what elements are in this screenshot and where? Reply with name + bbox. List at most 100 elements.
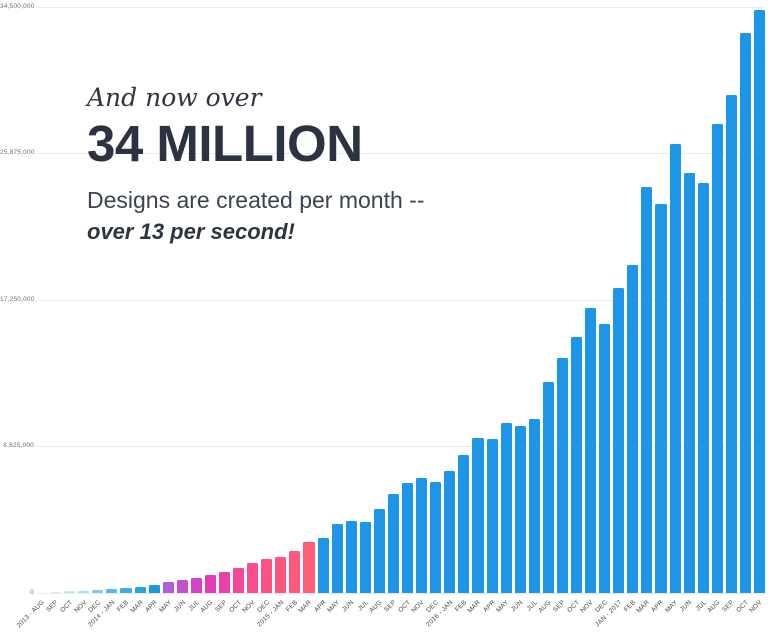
x-tick-label: OCT xyxy=(227,599,244,615)
bar-oct xyxy=(402,482,414,593)
y-tick-label: 8,625,000 xyxy=(3,442,34,449)
bar-aug xyxy=(204,575,217,593)
headline-description: Designs are created per month -- xyxy=(87,187,425,214)
bar-oct xyxy=(64,591,76,593)
gridline-layer xyxy=(36,0,765,632)
bar-oct xyxy=(739,33,751,593)
bar-nov xyxy=(753,9,766,593)
bar-nov xyxy=(416,478,428,593)
x-tick-cell: OCT xyxy=(59,597,75,631)
x-tick-label: JUL xyxy=(525,599,539,613)
x-tick-cell: AUG xyxy=(706,597,723,631)
x-tick-cell: OCT xyxy=(397,597,413,631)
x-tick-label: FEB xyxy=(453,599,469,614)
x-tick-cell: OCT xyxy=(735,597,751,631)
x-tick-cell: 2016 - JAN xyxy=(425,597,455,631)
bar-2016-jan xyxy=(444,471,456,593)
x-tick-cell: MAY xyxy=(496,597,512,631)
x-tick-label: JUN xyxy=(172,599,187,614)
x-tick-cell: APR xyxy=(482,597,498,631)
x-tick-label: OCT xyxy=(565,599,581,615)
bar-feb xyxy=(289,551,301,593)
y-tick-label: 25,875,000 xyxy=(0,149,35,156)
x-tick-cell: JUL xyxy=(187,597,202,631)
x-tick-label: APR xyxy=(481,599,497,614)
x-tick-cell: 2015 - JAN xyxy=(256,597,286,631)
x-tick-cell: APR xyxy=(144,597,160,631)
x-tick-cell: JUL xyxy=(694,597,709,631)
x-tick-cell: NOV xyxy=(749,597,765,631)
x-tick-cell: AUG xyxy=(537,597,554,631)
x-tick-label: MAY xyxy=(157,599,173,614)
bar-jul xyxy=(697,182,709,593)
gridline xyxy=(36,299,765,301)
bar-sep xyxy=(50,591,62,593)
x-tick-label: FEB xyxy=(622,599,638,614)
x-tick-cell: OCT xyxy=(228,597,244,631)
x-tick-label: APR xyxy=(312,599,328,614)
x-tick-cell: MAY xyxy=(158,597,174,631)
x-tick-cell: APR xyxy=(313,597,329,631)
headline-rate: over 13 per second! xyxy=(87,219,295,245)
x-tick-cell: SEP xyxy=(45,597,61,631)
bar-apr xyxy=(148,585,160,593)
bar-may xyxy=(669,143,681,593)
y-tick-label: 17,250,000 xyxy=(0,295,35,303)
x-tick-label: SEP xyxy=(721,599,736,614)
bar-2014-jan xyxy=(106,588,118,593)
x-axis-tick-labels: 2013 - AUG SEP OCT NOV DEC 2014 - JAN FEB MAR AP… xyxy=(16,597,765,631)
bar-sep xyxy=(387,493,400,593)
x-tick-label: JUL xyxy=(694,599,708,613)
x-tick-label: SEP xyxy=(45,599,61,614)
x-tick-cell: JUN xyxy=(341,597,357,631)
bar-sep xyxy=(219,571,231,593)
x-tick-label: OCT xyxy=(734,599,750,615)
x-tick-cell: MAR xyxy=(636,597,652,631)
x-tick-cell: JUN xyxy=(510,597,526,631)
bar-oct xyxy=(570,337,583,593)
bar-jun xyxy=(345,520,357,593)
x-tick-cell: OCT xyxy=(566,597,582,631)
headline-number: 34 MILLION xyxy=(87,114,363,172)
bar-dec xyxy=(92,589,104,593)
bar-dec xyxy=(430,481,442,593)
gridline xyxy=(36,6,765,8)
bar-apr xyxy=(486,438,498,593)
y-tick-label: 34,500,000 xyxy=(0,2,35,10)
bar-jan-2017 xyxy=(613,287,625,593)
bar-feb xyxy=(627,264,639,593)
x-tick-cell: SEP xyxy=(383,597,399,631)
x-tick-cell: FEB xyxy=(454,597,469,631)
x-tick-cell: MAR xyxy=(129,597,146,631)
x-tick-cell: SEP xyxy=(552,597,568,631)
bar-oct xyxy=(233,568,245,593)
x-tick-cell: 2013 - AUG xyxy=(16,597,47,631)
headline-block: And now over 34 MILLION Designs are crea… xyxy=(87,84,425,245)
x-tick-label: JUN xyxy=(679,599,694,614)
bar-nov xyxy=(247,562,259,593)
x-tick-cell: SEP xyxy=(214,597,230,631)
x-tick-label: APR xyxy=(143,599,159,614)
x-tick-cell: NOV xyxy=(73,597,89,631)
bar-may xyxy=(500,423,512,593)
bar-dec xyxy=(599,324,611,593)
headline-intro: And now over xyxy=(87,83,262,112)
bar-mar xyxy=(472,438,484,593)
bar-apr xyxy=(317,538,329,593)
x-tick-label: SEP xyxy=(214,599,229,614)
x-tick-cell: FEB xyxy=(116,597,131,631)
bar-nov xyxy=(78,590,90,593)
bar-series xyxy=(36,7,766,593)
bar-aug xyxy=(373,508,385,593)
x-tick-label: MAY xyxy=(495,599,511,614)
x-tick-cell: MAR xyxy=(298,597,314,631)
x-tick-cell: NOV xyxy=(411,597,427,631)
x-tick-cell: MAR xyxy=(467,597,483,631)
x-tick-cell: AUG xyxy=(368,597,385,631)
bar-feb xyxy=(120,587,132,593)
x-tick-cell: NOV xyxy=(242,597,258,631)
x-tick-cell: MAY xyxy=(664,597,681,631)
bar-jun xyxy=(176,579,188,593)
gridline xyxy=(36,153,765,154)
